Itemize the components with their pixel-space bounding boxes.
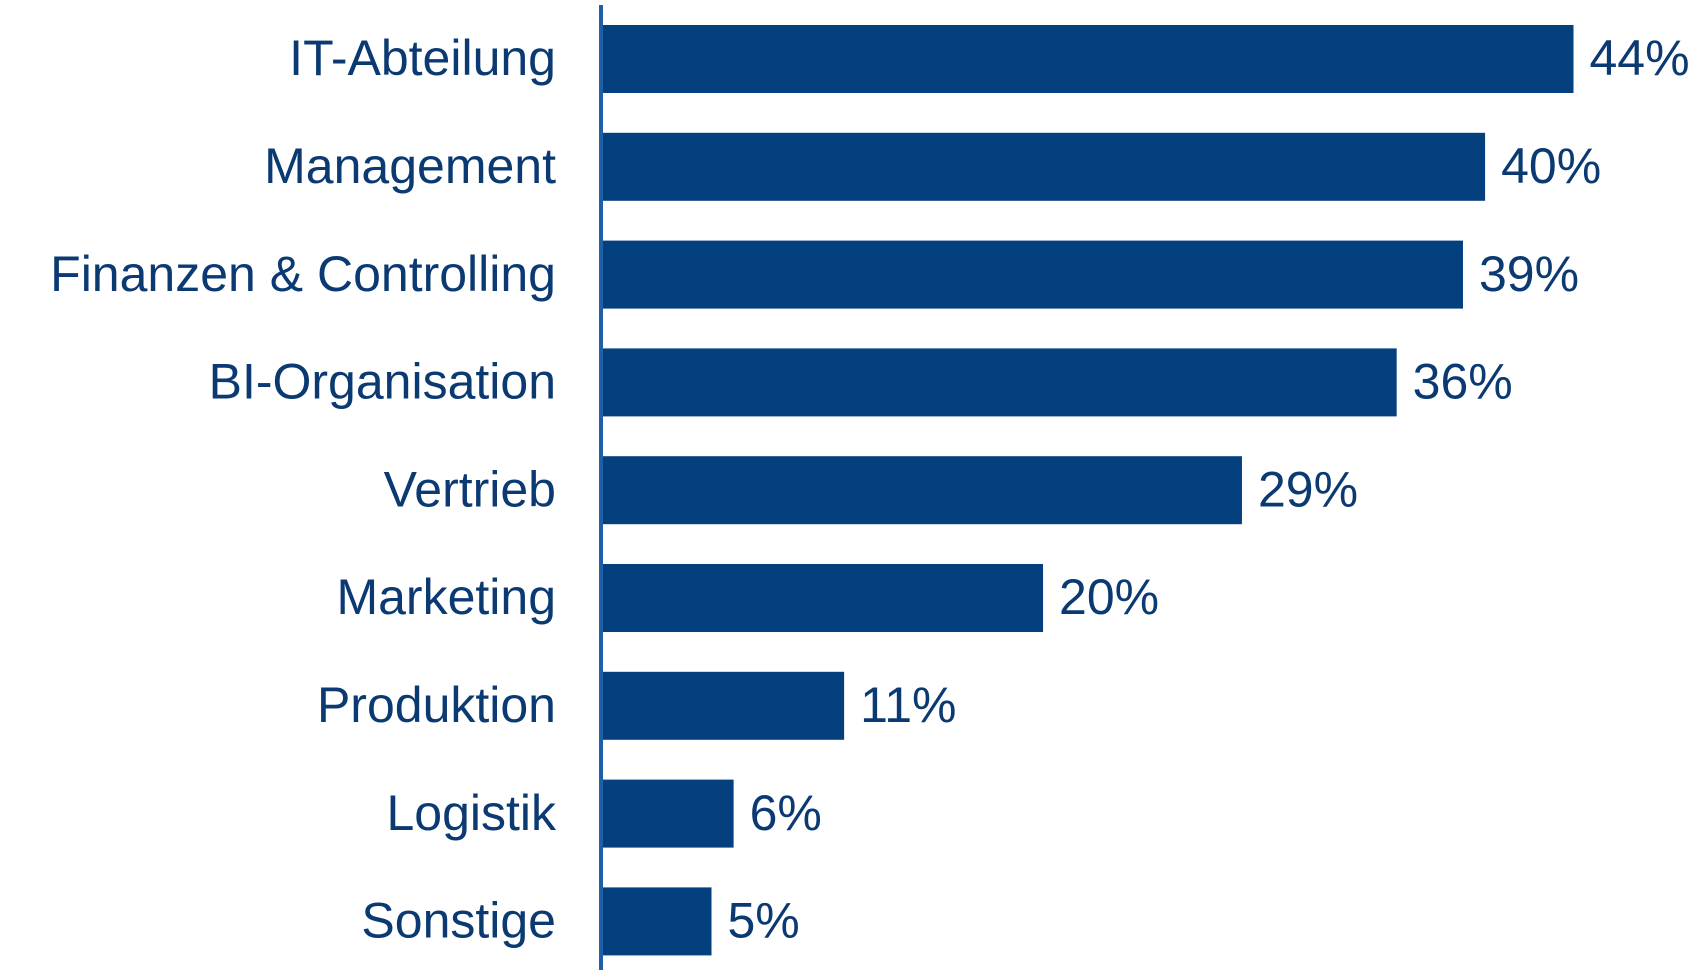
y-tick-label: Produktion <box>317 677 556 733</box>
data-label: 36% <box>1413 354 1513 410</box>
y-tick-label: Vertrieb <box>384 461 556 517</box>
y-tick-label: Logistik <box>386 785 557 841</box>
bar <box>601 779 734 848</box>
data-label: 5% <box>728 893 800 949</box>
bar <box>601 132 1486 201</box>
y-tick-label: Sonstige <box>361 893 556 949</box>
y-tick-label: Finanzen & Controlling <box>50 246 556 302</box>
data-label: 40% <box>1501 138 1601 194</box>
data-label: 44% <box>1589 30 1689 86</box>
bar <box>601 240 1463 309</box>
data-label: 29% <box>1258 461 1358 517</box>
bar <box>601 25 1574 93</box>
bar <box>601 564 1044 632</box>
data-label: 20% <box>1059 569 1159 625</box>
y-tick-label: BI-Organisation <box>209 354 556 410</box>
bar <box>601 671 845 740</box>
bar <box>601 887 712 956</box>
data-label: 11% <box>860 677 956 733</box>
y-tick-label: Marketing <box>336 569 556 625</box>
data-label: 6% <box>750 785 822 841</box>
y-tick-label: Management <box>264 138 556 194</box>
y-tick-label: IT-Abteilung <box>289 30 556 86</box>
bar <box>601 348 1397 417</box>
bar <box>601 456 1242 525</box>
data-label: 39% <box>1479 246 1579 302</box>
